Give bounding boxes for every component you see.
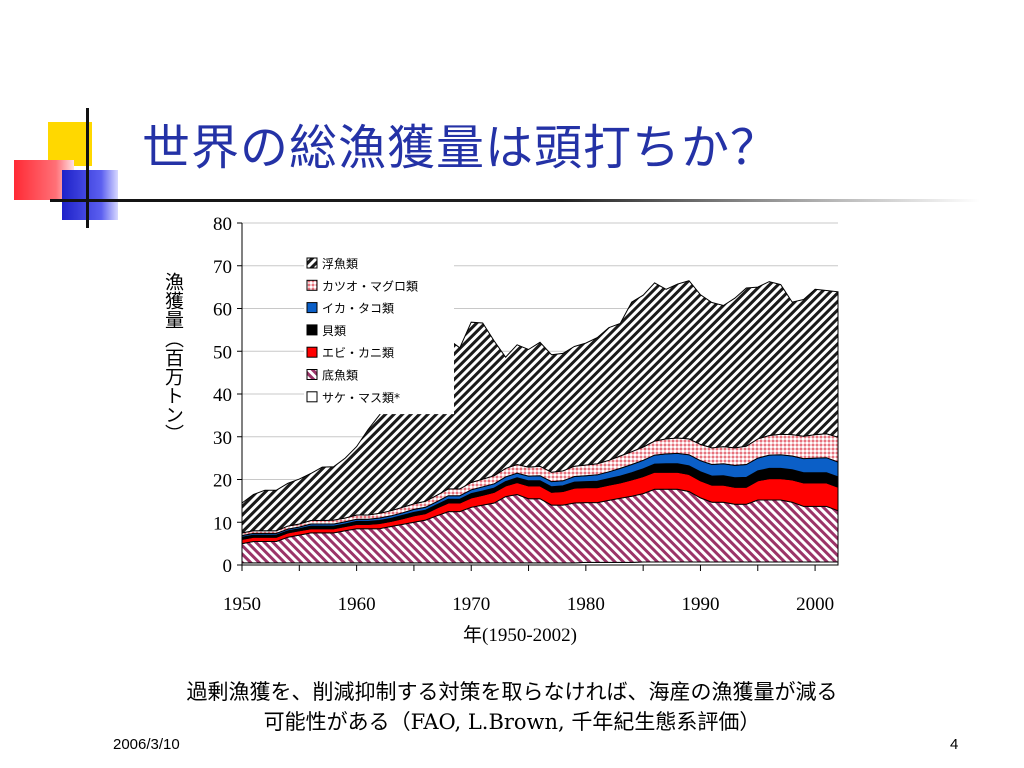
caption-line-1: 過剰漁獲を、削減抑制する対策を取らなければ、海産の漁獲量が減る: [186, 680, 838, 704]
y-tick-label: 0: [223, 556, 233, 577]
x-tick-label: 1990: [681, 594, 719, 615]
legend-swatch: [306, 369, 318, 380]
y-tick-label: 20: [213, 471, 232, 492]
decor-blue-square: [62, 170, 118, 220]
x-tick-label: 1980: [567, 594, 605, 615]
x-tick-label: 1960: [338, 594, 376, 615]
x-tick-label: 1970: [452, 594, 490, 615]
legend-label: 底魚類: [322, 368, 358, 383]
slide-title: 世界の総漁獲量は頭打ちか？: [142, 120, 780, 176]
legend-label: サケ・マス類*: [322, 391, 400, 405]
y-tick-label: 60: [213, 300, 232, 321]
footer-date: 2006/3/10: [113, 736, 180, 753]
y-tick-label: 50: [213, 342, 232, 363]
y-axis-label: 漁獲量（百万トン）: [162, 272, 184, 443]
decor-yellow-square: [48, 122, 92, 166]
legend-label: カツオ・マグロ類: [322, 279, 418, 293]
x-tick-label: 2000: [796, 594, 834, 615]
y-tick-label: 80: [213, 214, 232, 235]
legend-swatch: [306, 279, 318, 291]
page-number: 4: [950, 736, 959, 753]
legend-label: 浮魚類: [322, 257, 358, 271]
axes: 0 10 20 30 40 50 60 70 80 1950 1960 1970 1980 1990 200…: [213, 214, 838, 615]
x-axis-label: 年(1950-2002): [463, 625, 577, 646]
x-tick-label: 1950: [223, 594, 261, 615]
y-tick-label: 40: [213, 385, 232, 406]
legend-swatch: [306, 257, 318, 269]
legend-label: エビ・カニ類: [322, 346, 394, 360]
legend-background: [304, 254, 454, 415]
legend-swatch: [306, 302, 318, 314]
legend-label: イカ・タコ類: [322, 302, 394, 316]
legend-swatch: [306, 346, 318, 358]
caption-line-2: 可能性がある（FAO, L.Brown, 千年紀生態系評価）: [263, 710, 761, 734]
title-underline: [50, 199, 980, 202]
y-tick-label: 70: [213, 257, 232, 278]
decor-vertical-line: [86, 108, 89, 228]
legend-swatch: [306, 391, 318, 403]
y-tick-label: 10: [213, 513, 232, 534]
legend-label: 貝類: [322, 324, 346, 338]
y-tick-label: 30: [213, 428, 232, 449]
legend-swatch: [306, 324, 318, 336]
